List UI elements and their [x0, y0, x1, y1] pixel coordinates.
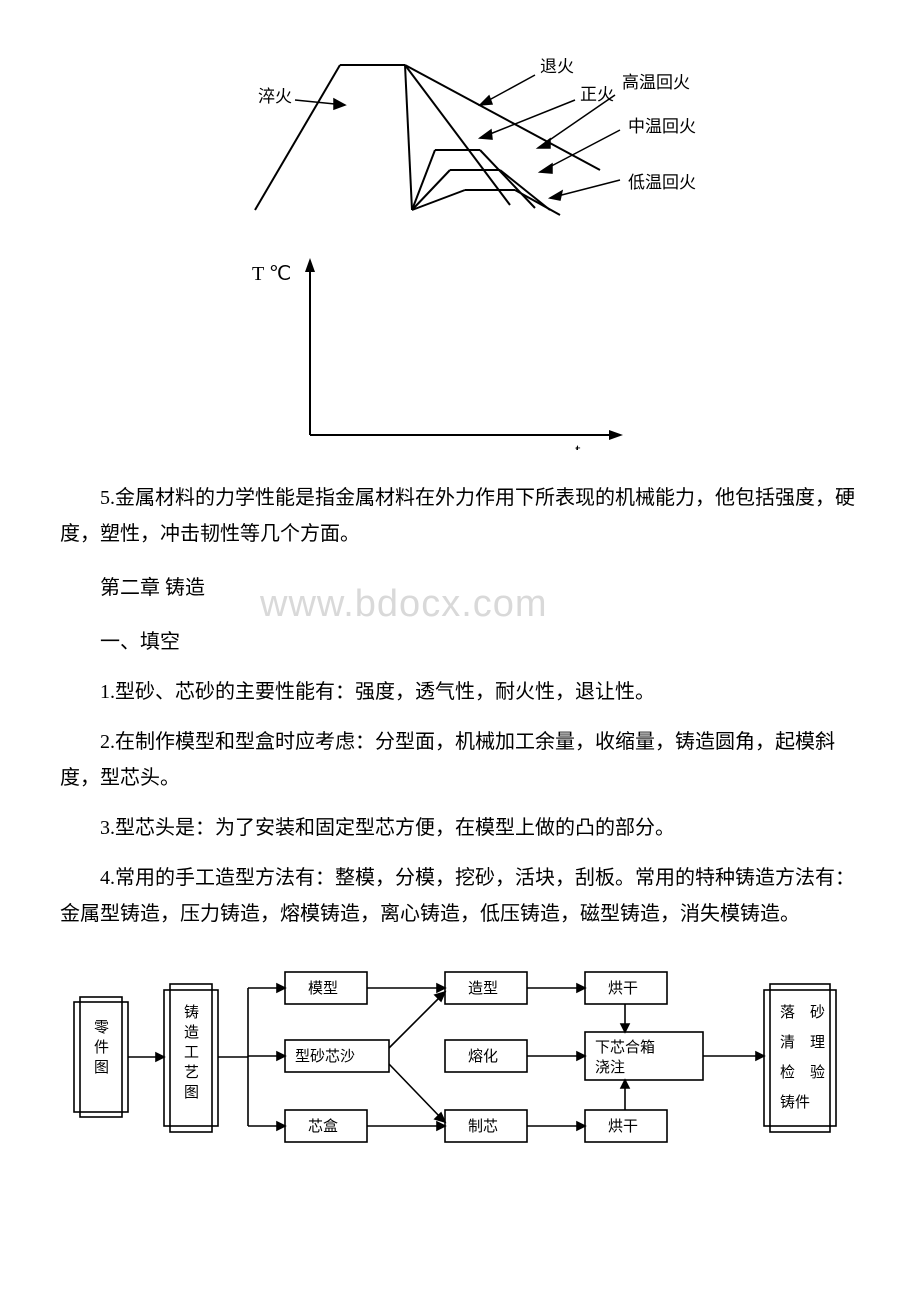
- node-molding: 造型: [468, 980, 498, 997]
- node-drying-2: 烘干: [608, 1118, 638, 1135]
- c2-item-4: 4.常用的手工造型方法有：整模，分模，挖砂，活块，刮板。常用的特种铸造方法有：金…: [60, 860, 860, 932]
- node-final-l2: 清 理: [780, 1034, 825, 1051]
- label-high-temper: 高温回火: [622, 73, 690, 92]
- label-anneal: 退火: [540, 57, 574, 76]
- svg-text:铸造工艺图: 铸造工艺图: [184, 1004, 199, 1101]
- node-assembly-l2: 浇注: [595, 1059, 625, 1076]
- node-model: 模型: [308, 980, 338, 997]
- axis-y-label: T ℃: [252, 263, 291, 285]
- fill-blank-heading: 一、填空: [60, 624, 860, 660]
- c2-item-2: 2.在制作模型和型盒时应考虑：分型面，机械加工余量，收缩量，铸造圆角，起模斜度，…: [60, 724, 860, 796]
- label-mid-temper: 中温回火: [628, 117, 696, 136]
- node-corebox: 芯盒: [308, 1118, 338, 1135]
- paragraph-5: 5.金属材料的力学性能是指金属材料在外力作用下所表现的机械能力，他包括强度，硬度…: [60, 480, 860, 552]
- node-drying-1: 烘干: [608, 980, 638, 997]
- label-quench: 淬火: [258, 87, 292, 106]
- chapter-2-title: 第二章 铸造: [60, 570, 860, 606]
- node-final-l4: 铸件: [780, 1094, 810, 1111]
- c2-item-3: 3.型芯头是：为了安装和固定型芯方便，在模型上做的凸的部分。: [60, 810, 860, 846]
- label-low-temper: 低温回火: [628, 173, 696, 192]
- flowchart-svg: 零件图 铸造工艺图 模型 型砂芯沙 芯盒 造型 熔化 制芯: [60, 952, 860, 1162]
- heat-treatment-svg: 退火 正火 高温回火 中温回火 低温回火 淬火 T ℃ t: [180, 40, 740, 450]
- node-assembly-l1: 下芯合箱: [595, 1039, 655, 1056]
- svg-text:零件图: 零件图: [94, 1020, 109, 1076]
- heat-treatment-diagram: 退火 正火 高温回火 中温回火 低温回火 淬火 T ℃ t: [60, 40, 860, 450]
- c2-item-1: 1.型砂、芯砂的主要性能有：强度，透气性，耐火性，退让性。: [60, 674, 860, 710]
- node-melting: 熔化: [468, 1048, 498, 1065]
- axis-x-label: t: [575, 440, 581, 450]
- node-final-l1: 落 砂: [780, 1004, 825, 1021]
- node-final-l3: 检 验: [780, 1064, 825, 1081]
- label-normalize: 正火: [580, 85, 614, 104]
- node-sand: 型砂芯沙: [295, 1048, 355, 1065]
- casting-flowchart: 零件图 铸造工艺图 模型 型砂芯沙 芯盒 造型 熔化 制芯: [60, 952, 860, 1162]
- node-coring: 制芯: [468, 1118, 498, 1135]
